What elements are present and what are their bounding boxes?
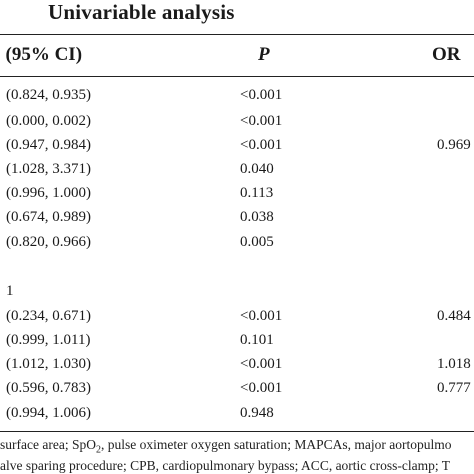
table-row: (0.000, 0.002) <0.001 xyxy=(0,113,474,137)
ci-cell: (0.999, 1.011) xyxy=(6,332,91,348)
ci-cell: (0.996, 1.000) xyxy=(6,185,91,201)
ci-cell: (0.947, 0.984) xyxy=(6,137,91,153)
table-row: (1.012, 1.030) <0.001 1.018 xyxy=(0,356,474,380)
footnote-subscript: 2 xyxy=(95,444,101,456)
p-value-cell: 0.113 xyxy=(240,185,274,201)
p-value-cell: 0.005 xyxy=(240,234,274,250)
footnote-line-1-end: , pulse oximeter oxygen saturation; MAPC… xyxy=(100,437,452,452)
p-value-cell: 0.038 xyxy=(240,209,274,225)
table-row: (0.596, 0.783) <0.001 0.777 xyxy=(0,380,474,404)
p-value-cell: <0.001 xyxy=(240,137,283,153)
multivariable-or-cell: 0.484 xyxy=(437,308,471,324)
ci-cell: (1.012, 1.030) xyxy=(6,356,91,372)
header-top-rule xyxy=(0,34,474,35)
p-value-cell: 0.948 xyxy=(240,405,274,421)
table-row: (0.947, 0.984) <0.001 0.969 xyxy=(0,137,474,161)
table-row: (0.824, 0.935) <0.001 xyxy=(0,87,474,111)
p-value-cell: 0.040 xyxy=(240,161,274,177)
p-value-cell: <0.001 xyxy=(240,380,283,396)
footnote-line-2: alve sparing procedure; CPB, cardiopulmo… xyxy=(0,458,451,473)
column-header-multivariable-or: OR xyxy=(432,44,461,65)
ci-cell: (0.824, 0.935) xyxy=(6,87,91,103)
table-row: (0.999, 1.011) 0.101 xyxy=(0,332,474,356)
table-section-heading: Univariable analysis xyxy=(48,0,235,24)
footnote-line-1: surface area; SpO2, pulse oximeter oxyge… xyxy=(0,437,452,456)
table-bottom-rule xyxy=(0,431,474,432)
header-bottom-rule xyxy=(0,76,474,77)
p-value-cell: <0.001 xyxy=(240,308,283,324)
ci-cell: (0.820, 0.966) xyxy=(6,234,91,250)
p-value-cell: 0.101 xyxy=(240,332,274,348)
footnote-line-1-start: surface area; SpO xyxy=(0,437,96,452)
ci-cell: (0.000, 0.002) xyxy=(6,113,91,129)
table-row: (0.994, 1.006) 0.948 xyxy=(0,405,474,429)
column-header-or-ci: . (95% CI) xyxy=(0,44,83,65)
ci-cell: 1 xyxy=(6,283,14,299)
table-row: (1.028, 3.371) 0.040 xyxy=(0,161,474,185)
ci-cell: (0.674, 0.989) xyxy=(6,209,91,225)
p-value-cell: <0.001 xyxy=(240,87,283,103)
ci-cell: (0.596, 0.783) xyxy=(6,380,91,396)
p-value-cell: <0.001 xyxy=(240,356,283,372)
table-row: (0.234, 0.671) <0.001 0.484 xyxy=(0,308,474,332)
column-header-p: P xyxy=(258,44,270,65)
multivariable-or-cell: 0.969 xyxy=(437,137,471,153)
ci-cell: (0.234, 0.671) xyxy=(6,308,91,324)
multivariable-or-cell: 1.018 xyxy=(437,356,471,372)
table-row: 1 xyxy=(0,283,474,307)
table-row: (0.820, 0.966) 0.005 xyxy=(0,234,474,258)
ci-cell: (1.028, 3.371) xyxy=(6,161,91,177)
multivariable-or-cell: 0.777 xyxy=(437,380,471,396)
ci-cell: (0.994, 1.006) xyxy=(6,405,91,421)
p-value-cell: <0.001 xyxy=(240,113,283,129)
table-row: (0.674, 0.989) 0.038 xyxy=(0,209,474,233)
table-row: (0.996, 1.000) 0.113 xyxy=(0,185,474,209)
